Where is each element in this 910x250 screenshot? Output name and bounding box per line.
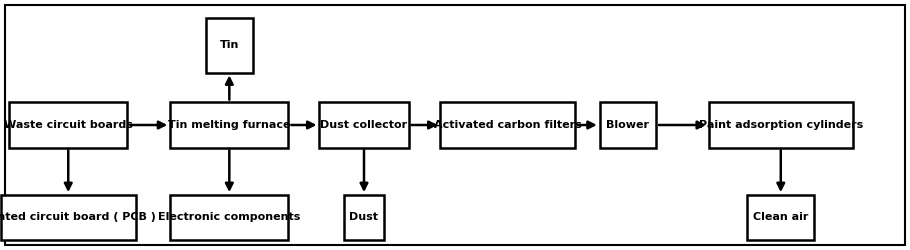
FancyBboxPatch shape xyxy=(170,102,288,148)
Text: Paint adsorption cylinders: Paint adsorption cylinders xyxy=(699,120,863,130)
Text: Dust: Dust xyxy=(349,212,379,222)
Text: Blower: Blower xyxy=(606,120,650,130)
Text: Electronic components: Electronic components xyxy=(158,212,300,222)
Text: Activated carbon filters: Activated carbon filters xyxy=(434,120,581,130)
FancyBboxPatch shape xyxy=(440,102,575,148)
Text: Clean air: Clean air xyxy=(753,212,808,222)
FancyBboxPatch shape xyxy=(747,195,814,240)
FancyBboxPatch shape xyxy=(600,102,656,148)
FancyBboxPatch shape xyxy=(709,102,853,148)
Text: Printed circuit board ( PCB ): Printed circuit board ( PCB ) xyxy=(0,212,157,222)
FancyBboxPatch shape xyxy=(1,195,136,240)
FancyBboxPatch shape xyxy=(206,18,253,72)
FancyBboxPatch shape xyxy=(170,195,288,240)
Text: Tin melting furnace: Tin melting furnace xyxy=(168,120,290,130)
FancyBboxPatch shape xyxy=(319,102,409,148)
Text: Tin: Tin xyxy=(219,40,239,50)
Text: Waste circuit boards: Waste circuit boards xyxy=(4,120,133,130)
FancyBboxPatch shape xyxy=(344,195,384,240)
FancyBboxPatch shape xyxy=(9,102,127,148)
Text: Dust collector: Dust collector xyxy=(320,120,408,130)
